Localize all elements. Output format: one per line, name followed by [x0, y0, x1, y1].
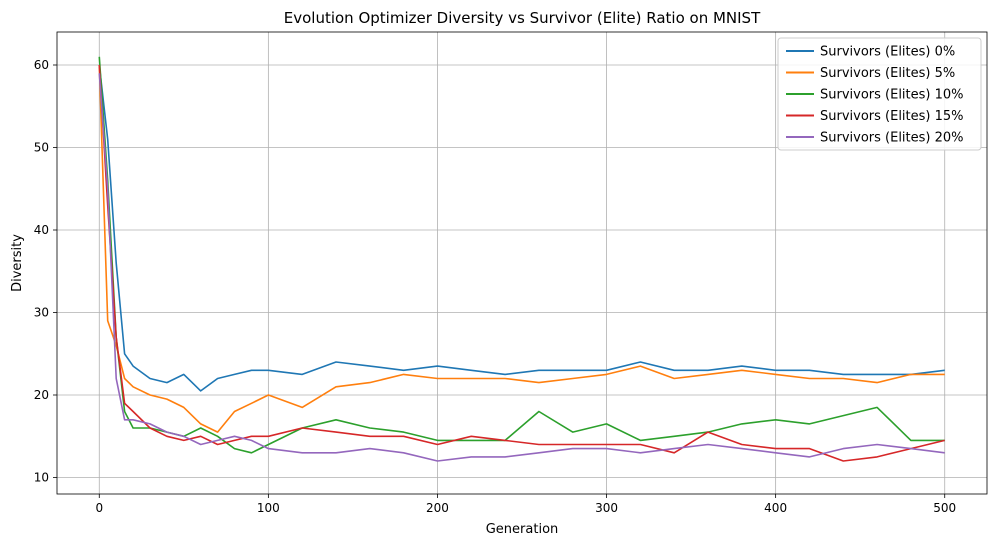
tick-labels: 0 100 200 300 400 500 10 20 30 40 50 60 — [34, 58, 956, 515]
legend-label-3: Survivors (Elites) 15% — [820, 109, 964, 124]
axes-frame — [56, 31, 988, 495]
plot-area — [98, 56, 945, 462]
legend-label-4: Survivors (Elites) 20% — [820, 131, 964, 146]
y-tick-label: 30 — [34, 306, 49, 320]
series-line-1 — [98, 64, 945, 433]
x-tick-label: 500 — [933, 501, 956, 515]
y-axis-label: Diversity — [10, 234, 25, 292]
y-tick-label: 60 — [34, 58, 49, 72]
x-tick-label: 200 — [426, 501, 449, 515]
y-tick-label: 50 — [34, 141, 49, 155]
x-tick-label: 400 — [764, 501, 787, 515]
y-tick-label: 20 — [34, 388, 49, 402]
series-line-0 — [98, 64, 945, 392]
legend-box — [777, 37, 982, 151]
x-tick-label: 300 — [595, 501, 618, 515]
series-line-2 — [98, 56, 945, 454]
legend-label-0: Survivors (Elites) 0% — [820, 45, 955, 60]
y-tick-label: 10 — [34, 471, 49, 485]
x-tick-label: 100 — [257, 501, 280, 515]
y-tick-label: 40 — [34, 223, 49, 237]
legend-label-1: Survivors (Elites) 5% — [820, 66, 955, 81]
series-line-3 — [98, 64, 945, 462]
series-line-4 — [98, 73, 945, 462]
legend-label-2: Survivors (Elites) 10% — [820, 88, 964, 103]
legend: Survivors (Elites) 0% Survivors (Elites) … — [777, 37, 982, 151]
chart-title: Evolution Optimizer Diversity vs Survivo… — [284, 9, 761, 27]
x-axis-label: Generation — [486, 522, 559, 537]
x-tick-label: 0 — [95, 501, 103, 515]
